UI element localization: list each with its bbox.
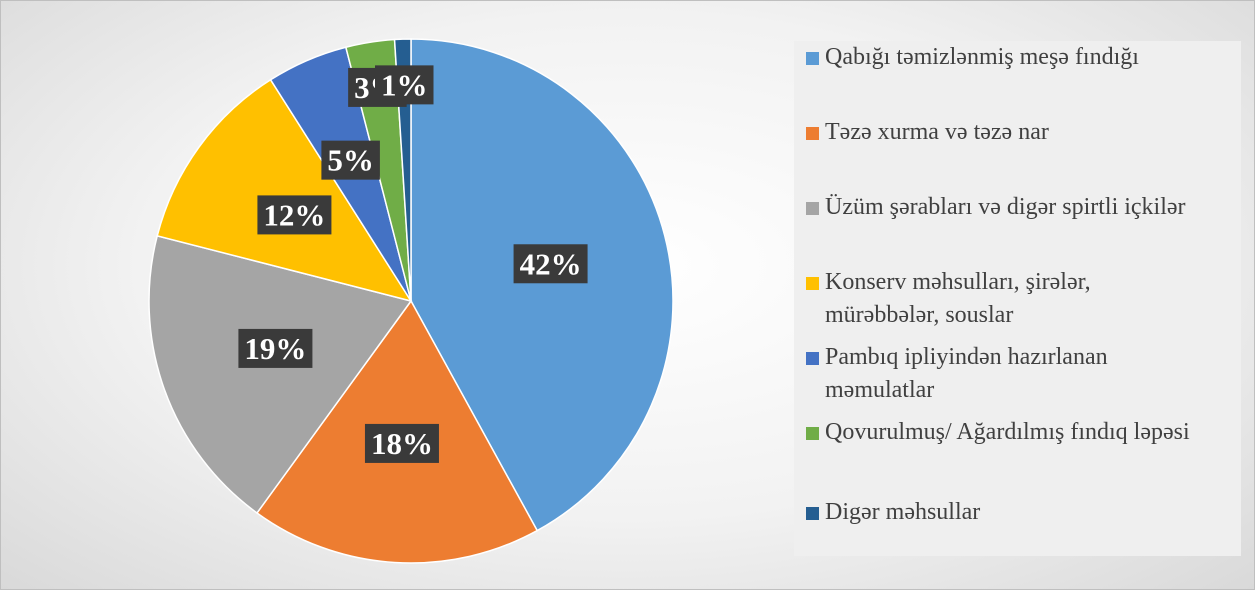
- data-label-text: 1%: [381, 67, 428, 102]
- legend-swatch: [806, 277, 819, 290]
- data-label-text: 18%: [371, 426, 433, 461]
- pie-slice: [410, 38, 674, 532]
- legend-text: Üzüm şərabları və digər spirtli içkilər: [825, 194, 1186, 220]
- data-label: 12%: [257, 195, 332, 235]
- pie-slice: [148, 234, 413, 515]
- legend: Qabığı təmizlənmiş meşə fındığı Təzə xurm…: [794, 41, 1241, 556]
- data-label-box: [257, 195, 332, 235]
- legend-text: Qovurulmuş/ Ağardılmış fındıq ləpəsi: [825, 419, 1190, 445]
- data-label-text: 12%: [263, 197, 325, 232]
- pie-slice: [156, 78, 413, 303]
- legend-item: Qabığı təmizlənmiş meşə fındığı: [806, 41, 1206, 74]
- data-label-box: [513, 244, 588, 284]
- legend-swatch: [806, 352, 819, 365]
- legend-item: Üzüm şərabları və digər spirtli içkilər: [806, 191, 1206, 224]
- data-label: 1%: [375, 65, 434, 105]
- legend-swatch: [806, 202, 819, 215]
- legend-swatch: [806, 52, 819, 65]
- legend-item: Konserv məhsulları, şirələr, mürəbbələr,…: [806, 266, 1206, 332]
- legend-text: Pambıq ipliyindən hazırlanan məmulatlar: [825, 344, 1108, 403]
- legend-text: Qabığı təmizlənmiş meşə fındığı: [825, 44, 1139, 70]
- data-label-text: 42%: [520, 246, 582, 281]
- data-label-text: 5%: [327, 143, 374, 178]
- legend-text: Təzə xurma və təzə nar: [825, 119, 1049, 145]
- legend-text: Konserv məhsulları, şirələr, mürəbbələr,…: [825, 269, 1091, 328]
- legend-item: Digər məhsullar: [806, 496, 1206, 529]
- data-label-box: [375, 65, 434, 105]
- data-label-text: 19%: [244, 331, 306, 366]
- legend-item: Pambıq ipliyindən hazırlanan məmulatlar: [806, 341, 1206, 407]
- legend-swatch: [806, 507, 819, 520]
- data-label: 18%: [364, 423, 439, 463]
- legend-item: Təzə xurma və təzə nar: [806, 116, 1206, 149]
- pie-area: 42%18%19%12%5%3%1%: [148, 38, 674, 564]
- data-label: 5%: [321, 140, 380, 180]
- data-label: 42%: [513, 244, 588, 284]
- legend-text: Digər məhsullar: [825, 499, 981, 525]
- data-label-box: [238, 328, 313, 368]
- legend-swatch: [806, 127, 819, 140]
- data-label-box: [321, 140, 380, 180]
- legend-swatch: [806, 427, 819, 440]
- legend-item: Qovurulmuş/ Ağardılmış fındıq ləpəsi: [806, 416, 1206, 449]
- data-label: 19%: [238, 328, 313, 368]
- data-label-box: [364, 423, 439, 463]
